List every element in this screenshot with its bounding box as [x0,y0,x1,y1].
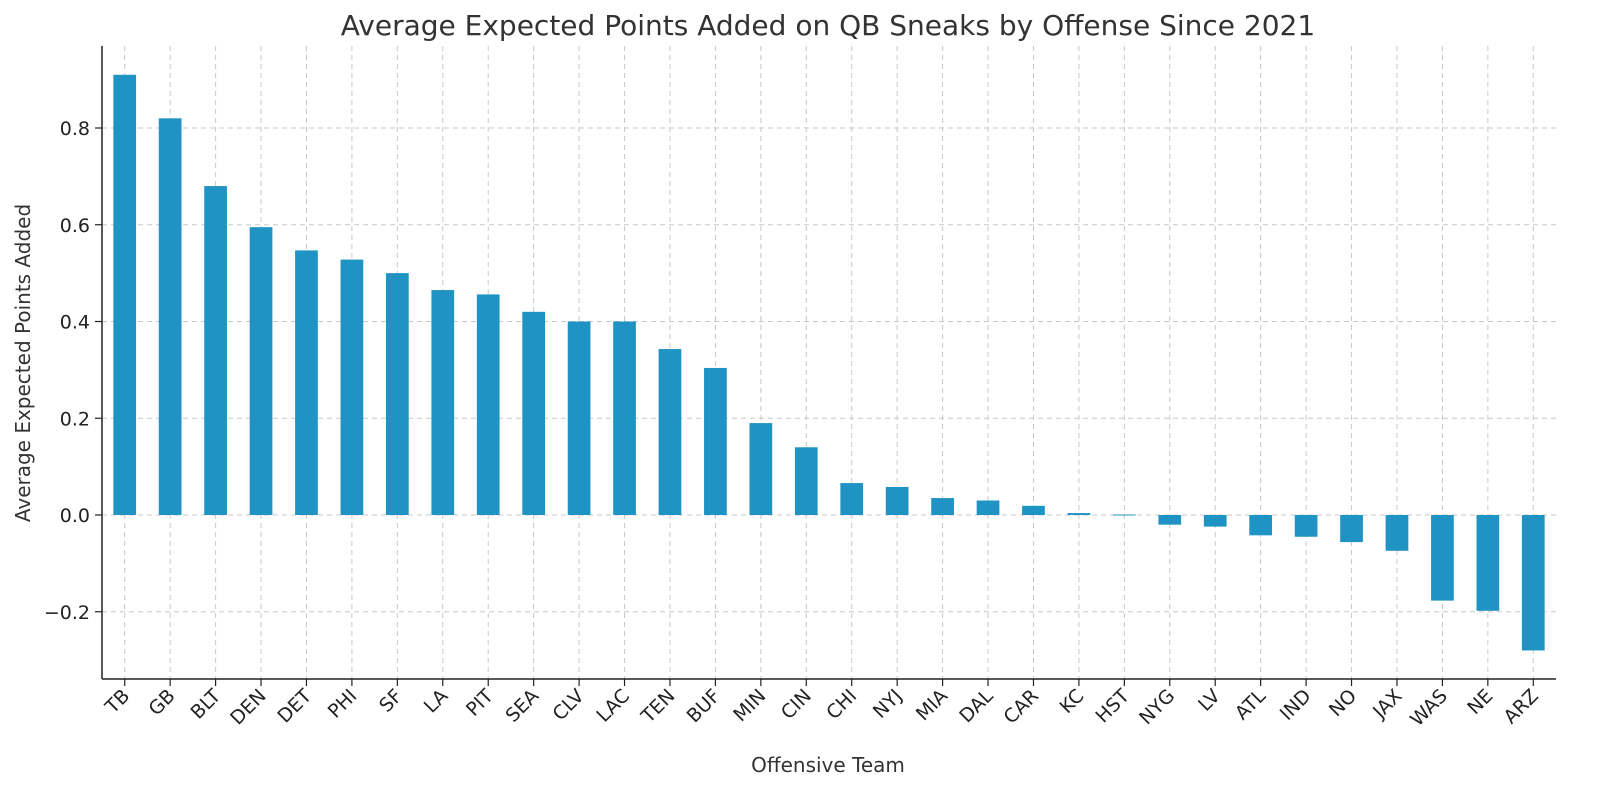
x-tick-label: KC [1055,685,1088,718]
bar-clv [567,321,591,515]
x-tick-label: ATL [1231,685,1271,725]
bar-blt [204,186,227,516]
bar-gb [158,118,182,515]
bar-nyg [1158,515,1182,525]
x-tick-label: DAL [955,685,998,728]
bar-arz [1521,515,1545,651]
bar-hst [1112,514,1136,516]
bar-dal [976,500,1000,515]
x-tick-label: NYG [1135,685,1179,729]
x-tick-label: BUF [683,685,725,727]
bar-lac [613,321,636,515]
x-tick-label: MIA [912,685,952,725]
x-ticks: TB GB BLT DEN DET PHI SF LA PIT SEA CLV LAC TEN BUF MI… [101,679,1543,731]
x-tick-label: BLT [187,685,226,724]
bar-car [1022,505,1045,515]
y-tick-label: 0.2 [60,408,90,430]
bar-lv [1203,515,1227,527]
x-axis-label: Offensive Team [751,753,905,777]
bar-ne [1476,515,1500,611]
x-tick-label: DEN [226,685,270,729]
chart-title: Average Expected Points Added on QB Snea… [341,9,1315,42]
y-tick-label: 0.4 [60,312,90,334]
x-tick-label: WAS [1406,685,1452,731]
y-axis-label: Average Expected Points Added [11,204,35,522]
x-tick-label: DET [273,685,316,728]
x-tick-label: HST [1091,685,1134,728]
bar-sea [522,311,546,515]
bar-ind [1294,515,1318,537]
bar-min [749,423,773,515]
x-tick-label: LV [1194,685,1225,716]
x-tick-label: PHI [324,685,362,723]
bar-la [431,290,455,515]
bar-pit [476,294,500,515]
x-tick-label: PIT [462,685,498,721]
x-tick-label: CLV [548,685,588,725]
x-tick-label: LAC [592,685,634,727]
x-tick-label: TB [101,685,135,719]
x-tick-label: GB [145,685,180,720]
bar-cin [794,447,818,515]
bar-was [1431,515,1454,601]
bar-chi [840,483,864,515]
bar-mia [931,498,954,515]
x-tick-label: IND [1276,685,1316,725]
bar-kc [1067,513,1091,515]
x-tick-label: LA [420,685,453,718]
y-tick-label: 0.0 [60,505,90,527]
bar-phi [340,259,364,515]
x-tick-label: TEN [636,685,679,728]
x-tick-label: MIN [729,685,770,726]
x-tick-label: JAX [1368,685,1406,723]
y-ticks: −0.2 0.0 0.2 0.4 0.6 0.8 [44,118,102,624]
x-tick-label: CHI [822,685,861,724]
bar-det [295,250,318,516]
bar-jax [1385,515,1409,551]
bar-atl [1249,515,1273,536]
x-tick-label: ARZ [1500,685,1543,728]
bar-den [249,227,273,515]
x-tick-label: SEA [501,685,543,727]
x-tick-label: NYJ [869,685,907,723]
x-tick-label: NE [1463,685,1497,719]
y-tick-label: 0.6 [60,215,90,237]
x-tick-label: CIN [777,685,816,724]
bar-tb [113,74,137,515]
bars [113,74,1545,651]
bar-ten [658,349,682,515]
x-tick-label: CAR [1000,685,1043,728]
grid-lines [102,46,1556,679]
y-tick-label: −0.2 [44,602,90,624]
y-tick-label: 0.8 [60,118,90,140]
bar-sf [385,273,409,515]
bar-nyj [885,486,909,515]
x-tick-label: SF [375,685,407,717]
axes [101,46,1556,680]
bar-no [1340,515,1363,543]
x-tick-label: NO [1325,685,1361,721]
bar-buf [704,367,727,515]
